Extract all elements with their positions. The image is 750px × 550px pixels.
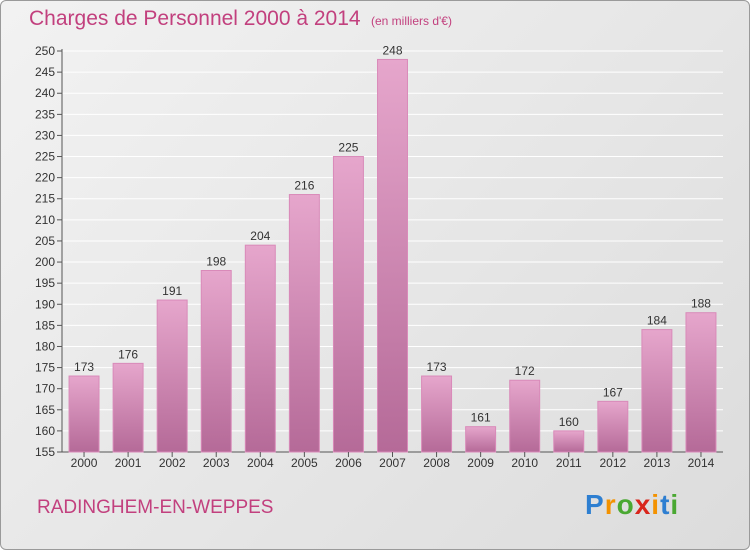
bar-2011 — [553, 430, 585, 453]
x-tick-label-2005: 2005 — [291, 456, 318, 470]
value-label-2010: 172 — [515, 364, 535, 378]
logo-letter: t — [660, 489, 671, 520]
y-tick-label: 175 — [35, 361, 55, 375]
value-label-2005: 216 — [294, 179, 314, 193]
y-tick-label: 220 — [35, 171, 55, 185]
y-tick-label: 170 — [35, 382, 55, 396]
bar-2006 — [332, 156, 364, 453]
bar-2008 — [421, 375, 453, 453]
logo-letter: r — [604, 489, 617, 520]
value-label-2008: 173 — [427, 360, 447, 374]
bar-2002 — [156, 299, 188, 453]
y-tick-label: 225 — [35, 150, 55, 164]
y-tick-label: 155 — [35, 445, 55, 459]
value-label-2007: 248 — [382, 43, 402, 57]
y-tick-label: 185 — [35, 318, 55, 332]
logo-letter: o — [616, 489, 635, 520]
y-tick-label: 190 — [35, 297, 55, 311]
x-tick-label-2001: 2001 — [115, 456, 142, 470]
chart-title: Charges de Personnel 2000 à 2014 — [29, 7, 361, 30]
value-label-2001: 176 — [118, 347, 138, 361]
value-label-2013: 184 — [647, 314, 667, 328]
x-tick-label-2008: 2008 — [423, 456, 450, 470]
x-tick-label-2011: 2011 — [556, 456, 582, 470]
x-tick-label-2002: 2002 — [159, 456, 186, 470]
y-tick-label: 195 — [35, 276, 55, 290]
y-tick-label: 200 — [35, 255, 55, 269]
bar-2014 — [685, 312, 717, 453]
value-label-2000: 173 — [74, 360, 94, 374]
logo-letter: P — [585, 489, 605, 520]
x-tick-label-2003: 2003 — [203, 456, 230, 470]
x-tick-label-2013: 2013 — [644, 456, 671, 470]
logo-letter: i — [651, 489, 661, 520]
value-label-2006: 225 — [338, 141, 358, 155]
y-tick-label: 250 — [35, 44, 55, 58]
value-label-2002: 191 — [162, 284, 182, 298]
logo-letter: x — [634, 489, 652, 520]
proxiti-logo[interactable]: Proxiti — [585, 489, 679, 521]
x-tick-label-2000: 2000 — [71, 456, 98, 470]
x-tick-label-2014: 2014 — [688, 456, 715, 470]
x-tick-label-2006: 2006 — [335, 456, 362, 470]
bar-2010 — [509, 379, 541, 453]
x-tick-label-2004: 2004 — [247, 456, 274, 470]
y-tick-label: 180 — [35, 339, 55, 353]
town-name: RADINGHEM-EN-WEPPES — [37, 497, 274, 518]
x-tick-label-2012: 2012 — [599, 456, 626, 470]
value-label-2009: 161 — [471, 411, 491, 425]
chart-subtitle: (en milliers d'€) — [371, 14, 452, 28]
y-tick-label: 210 — [35, 213, 55, 227]
y-tick-label: 165 — [35, 403, 55, 417]
y-tick-label: 230 — [35, 128, 55, 142]
value-label-2014: 188 — [691, 297, 711, 311]
bar-2007 — [377, 58, 408, 453]
value-label-2004: 204 — [250, 229, 270, 243]
y-tick-label: 160 — [35, 424, 55, 438]
y-tick-label: 215 — [35, 192, 55, 206]
bar-2003 — [200, 269, 232, 453]
bar-2001 — [112, 362, 144, 453]
x-tick-label-2009: 2009 — [467, 456, 494, 470]
y-tick-label: 240 — [35, 86, 55, 100]
bar-2012 — [597, 400, 629, 453]
bar-2005 — [288, 194, 320, 453]
y-tick-label: 235 — [35, 107, 55, 121]
bar-2004 — [244, 244, 276, 453]
value-label-2012: 167 — [603, 385, 623, 399]
x-tick-label-2007: 2007 — [379, 456, 406, 470]
logo-letter: i — [670, 489, 680, 520]
x-tick-label-2010: 2010 — [511, 456, 538, 470]
bar-2009 — [465, 426, 497, 453]
y-tick-label: 205 — [35, 234, 55, 248]
bar-2013 — [641, 329, 673, 453]
bar-2000 — [68, 375, 100, 453]
value-label-2011: 160 — [559, 415, 579, 429]
y-tick-label: 245 — [35, 65, 55, 79]
value-label-2003: 198 — [206, 254, 226, 268]
